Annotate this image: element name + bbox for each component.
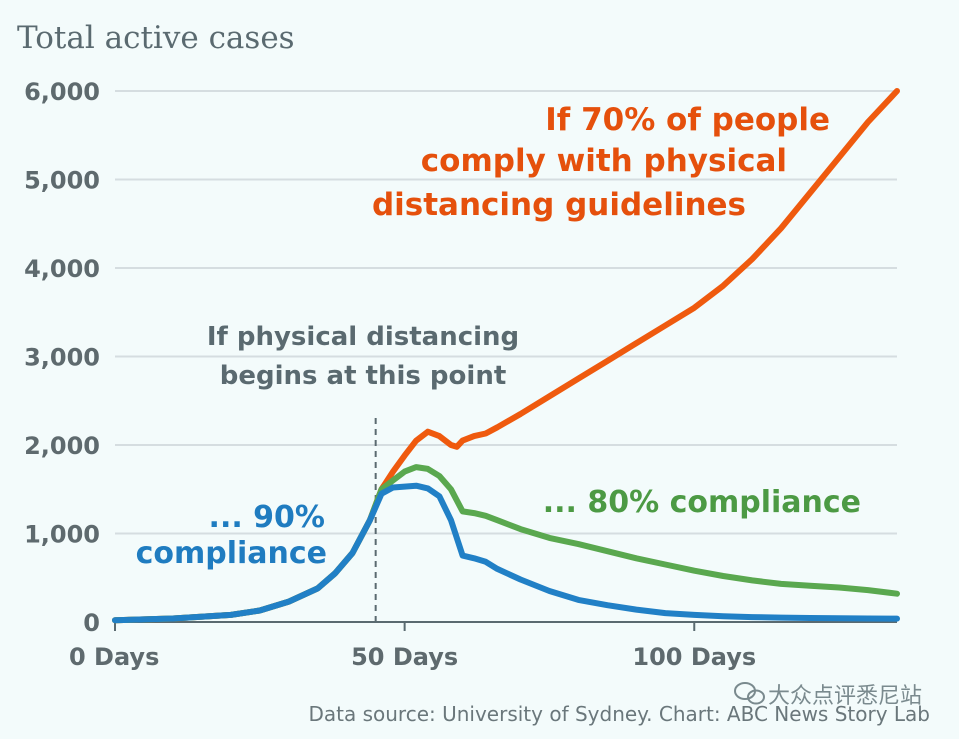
- wechat-icon: [734, 682, 765, 705]
- y-tick-label: 3,000: [24, 344, 100, 372]
- blue-annotation-line2: compliance: [136, 536, 327, 571]
- orange-annotation-line3: distancing guidelines: [372, 187, 746, 223]
- watermark-text: 大众点评悉尼站: [768, 684, 922, 709]
- orange-annotation-line2: comply with physical: [421, 143, 787, 179]
- intervention-label-line1: If physical distancing: [207, 322, 519, 352]
- y-axis: 0 1,000 2,000 3,000 4,000 5,000 6,000: [24, 78, 100, 637]
- orange-annotation-line1: If 70% of people: [545, 102, 830, 138]
- x-tick-label: 0 Days: [69, 643, 159, 671]
- x-tick-label: 50 Days: [351, 643, 458, 671]
- chart-title: Total active cases: [17, 20, 295, 56]
- x-axis: 0 Days 50 Days 100 Days: [69, 622, 756, 671]
- green-annotation: ... 80% compliance: [543, 485, 861, 520]
- y-tick-label: 2,000: [24, 432, 100, 460]
- y-tick-label: 1,000: [24, 521, 100, 549]
- x-tick-label: 100 Days: [632, 643, 756, 671]
- intervention-label-line2: begins at this point: [220, 361, 507, 391]
- blue-annotation-line1: ... 90%: [209, 500, 325, 535]
- gridlines: [115, 90, 897, 623]
- y-tick-label: 6,000: [24, 78, 100, 106]
- y-tick-label: 0: [83, 609, 100, 637]
- series-lines: [112, 88, 900, 624]
- y-tick-label: 5,000: [24, 167, 100, 195]
- source-note: Data source: University of Sydney. Chart…: [308, 702, 930, 726]
- y-tick-label: 4,000: [24, 255, 100, 283]
- series-line-90-percent: [112, 482, 900, 624]
